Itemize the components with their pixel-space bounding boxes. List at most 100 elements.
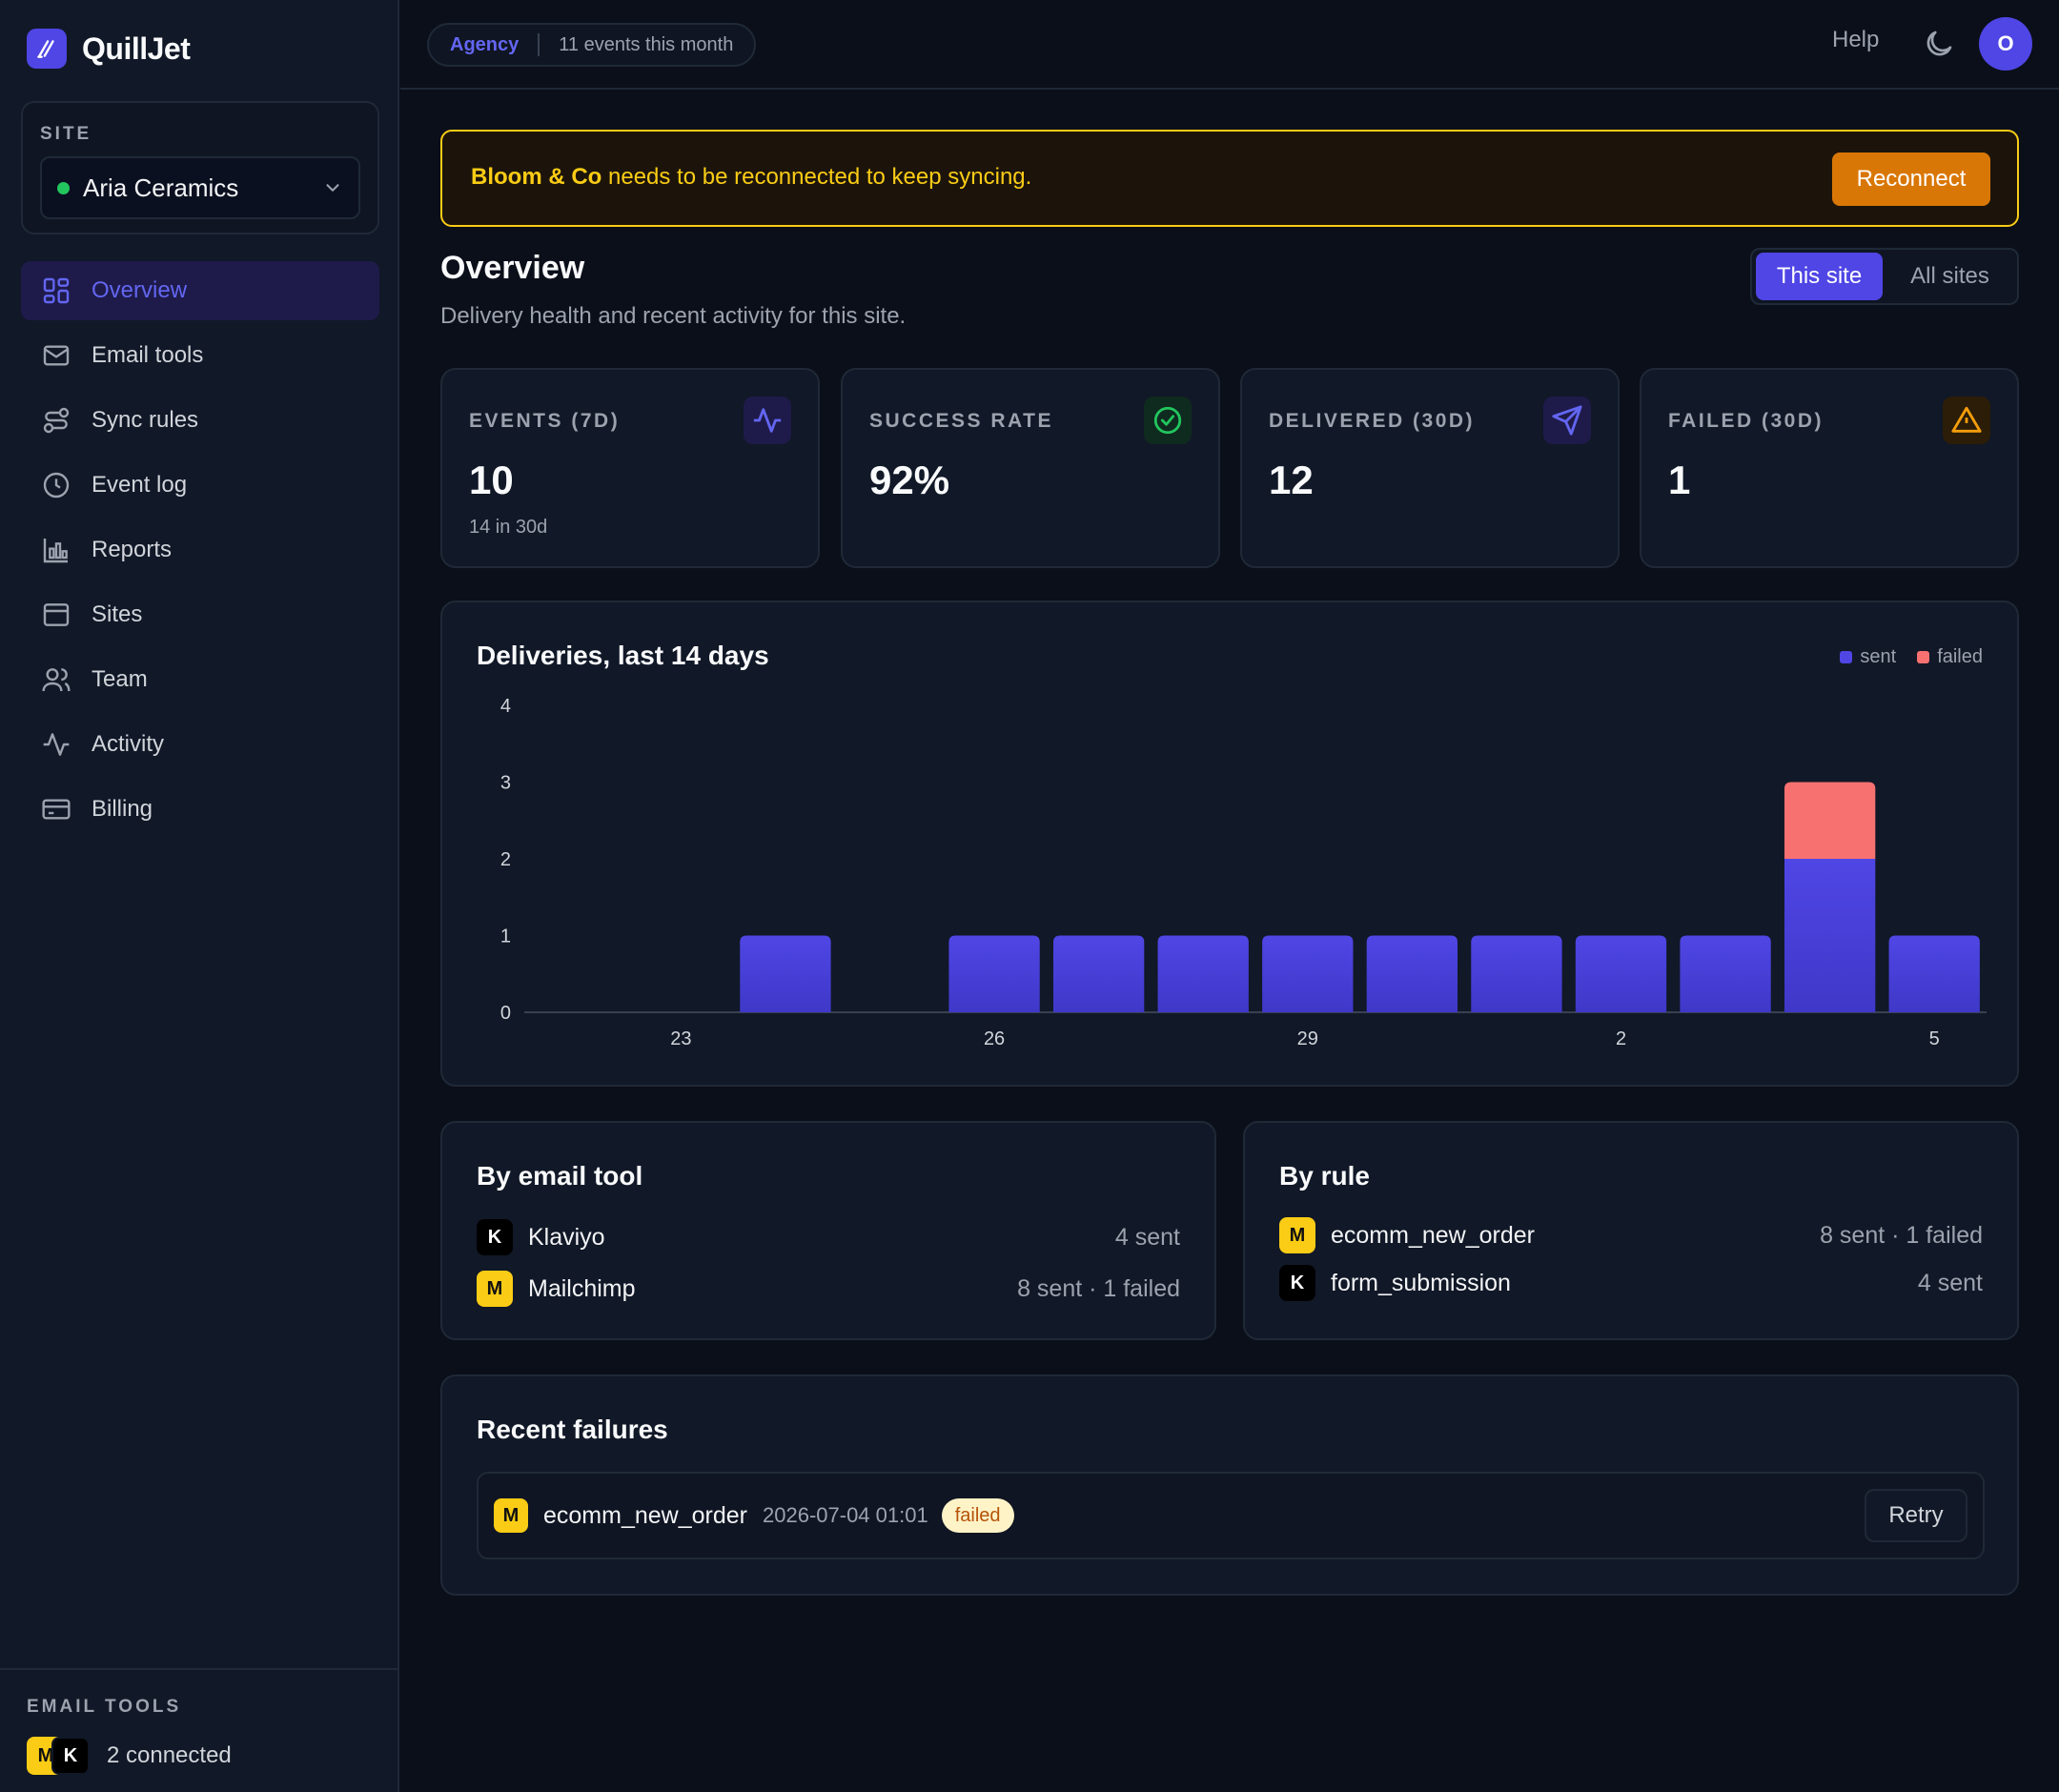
bar-sent[interactable] [1471,935,1562,1013]
bar-sent[interactable] [1262,935,1354,1013]
bar-sent[interactable] [1366,935,1458,1013]
sidebar-item-billing[interactable]: Billing [21,780,379,839]
stat-card-delivered: DELIVERED (30D) 12 [1240,368,1620,568]
moon-icon[interactable] [1922,27,1956,61]
credit-card-icon [40,793,72,825]
y-tick-label: 4 [500,696,511,717]
list-item[interactable]: M ecomm_new_order 8 sent · 1 failed [1279,1216,1983,1254]
legend-swatch [1917,651,1930,663]
this-site-button[interactable]: This site [1756,253,1883,300]
connected-tools[interactable]: M K 2 connected [27,1737,232,1775]
failure-rule: ecomm_new_order [543,1501,747,1529]
list-item[interactable]: K form_submission 4 sent [1279,1264,1983,1302]
legend-label: failed [1937,646,1983,667]
sidebar-item-label: Reports [92,537,173,562]
sidebar-item-label: Sites [92,601,143,627]
x-tick-label: 26 [984,1028,1005,1049]
user-avatar[interactable]: O [1979,17,2032,71]
reconnect-banner: Bloom & Co needs to be reconnected to ke… [440,130,2019,227]
by-email-tool-card: By email tool K Klaviyo 4 sent M Mailchi… [440,1121,1216,1340]
stat-label: SUCCESS RATE [869,410,1053,432]
card-title: By email tool [477,1161,643,1191]
reconnect-button[interactable]: Reconnect [1832,153,1990,206]
legend-item-sent: sent [1840,646,1896,668]
connected-count: 2 connected [107,1742,232,1768]
rule-stats: 4 sent [1917,1269,1983,1296]
status-badge: failed [941,1498,1014,1533]
sidebar-nav: Overview Email tools Sync rules Event lo… [21,261,379,845]
bar-sent[interactable] [1052,935,1145,1013]
stat-value: 12 [1269,458,1314,502]
sidebar-item-team[interactable]: Team [21,650,379,709]
tool-avatars: M K [27,1737,93,1775]
site-label: SITE [40,124,92,144]
bar-sent[interactable] [1888,935,1980,1013]
sidebar-item-email-tools[interactable]: Email tools [21,326,379,385]
help-link[interactable]: Help [1832,27,1880,52]
stat-label: FAILED (30D) [1668,410,1825,432]
failure-time: 2026-07-04 01:01 [763,1503,928,1527]
sidebar-item-label: Activity [92,731,165,757]
grid-icon [40,275,72,307]
mailchimp-badge: M [1279,1217,1315,1253]
retry-button[interactable]: Retry [1865,1489,1967,1542]
bar-sent[interactable] [1680,935,1771,1013]
users-icon [40,663,72,696]
site-select[interactable]: Aria Ceramics [40,156,360,219]
card-title: Recent failures [477,1415,668,1444]
bar-sent[interactable] [948,935,1040,1013]
plan-pill[interactable]: Agency 11 events this month [427,23,757,67]
list-item[interactable]: M Mailchimp 8 sent · 1 failed [477,1270,1180,1308]
clock-icon [40,469,72,501]
tool-name: Mailchimp [528,1274,636,1302]
sidebar-item-label: Billing [92,796,153,822]
klaviyo-badge: K [477,1219,513,1255]
klaviyo-badge: K [51,1737,90,1775]
pulse-icon [744,397,791,444]
banner-account: Bloom & Co [471,164,602,190]
mail-icon [40,339,72,372]
recent-failures-card: Recent failures M ecomm_new_order 2026-0… [440,1375,2019,1596]
brand[interactable]: QuillJet [27,29,191,69]
sidebar: QuillJet SITE Aria Ceramics Overview Ema… [0,0,399,1792]
tool-stats: 8 sent · 1 failed [1017,1274,1180,1302]
y-tick-label: 0 [500,1003,511,1024]
chart-title: Deliveries, last 14 days [477,641,769,670]
y-tick-label: 3 [500,773,511,794]
bar-sent[interactable] [740,935,831,1013]
sidebar-item-label: Email tools [92,342,204,368]
pulse-icon [40,728,72,761]
bar-failed[interactable] [1784,782,1876,860]
bar-sent[interactable] [1784,859,1876,1012]
site-name: Aria Ceramics [83,173,239,202]
sidebar-item-activity[interactable]: Activity [21,715,379,774]
stat-card-failed: FAILED (30D) 1 [1640,368,2019,568]
all-sites-button[interactable]: All sites [1910,263,1989,289]
top-bar: Agency 11 events this month Help O [400,0,2059,90]
page-title: Overview [440,250,585,286]
tool-name: Klaviyo [528,1223,605,1251]
quill-logo-icon [27,29,67,69]
browser-icon [40,599,72,631]
sidebar-item-sync-rules[interactable]: Sync rules [21,391,379,450]
sidebar-item-sites[interactable]: Sites [21,585,379,644]
sidebar-item-event-log[interactable]: Event log [21,456,379,515]
banner-text: needs to be reconnected to keep syncing. [601,164,1032,190]
chevron-down-icon [322,177,343,198]
rule-name: ecomm_new_order [1331,1221,1535,1249]
banner-message: Bloom & Co needs to be reconnected to ke… [471,164,1031,191]
sidebar-item-reports[interactable]: Reports [21,520,379,580]
plan-name: Agency [450,33,520,55]
site-picker: SITE Aria Ceramics [21,101,379,234]
sidebar-item-overview[interactable]: Overview [21,261,379,320]
mailchimp-badge: M [494,1498,528,1533]
list-item[interactable]: K Klaviyo 4 sent [477,1218,1180,1256]
brand-name: QuillJet [82,31,191,66]
bar-sent[interactable] [1157,935,1249,1013]
x-tick-label: 2 [1616,1028,1626,1049]
card-title: By rule [1279,1161,1370,1191]
stat-value: 1 [1668,458,1691,502]
legend-item-failed: failed [1917,646,1983,668]
klaviyo-badge: K [1279,1265,1315,1301]
bar-sent[interactable] [1575,935,1667,1013]
